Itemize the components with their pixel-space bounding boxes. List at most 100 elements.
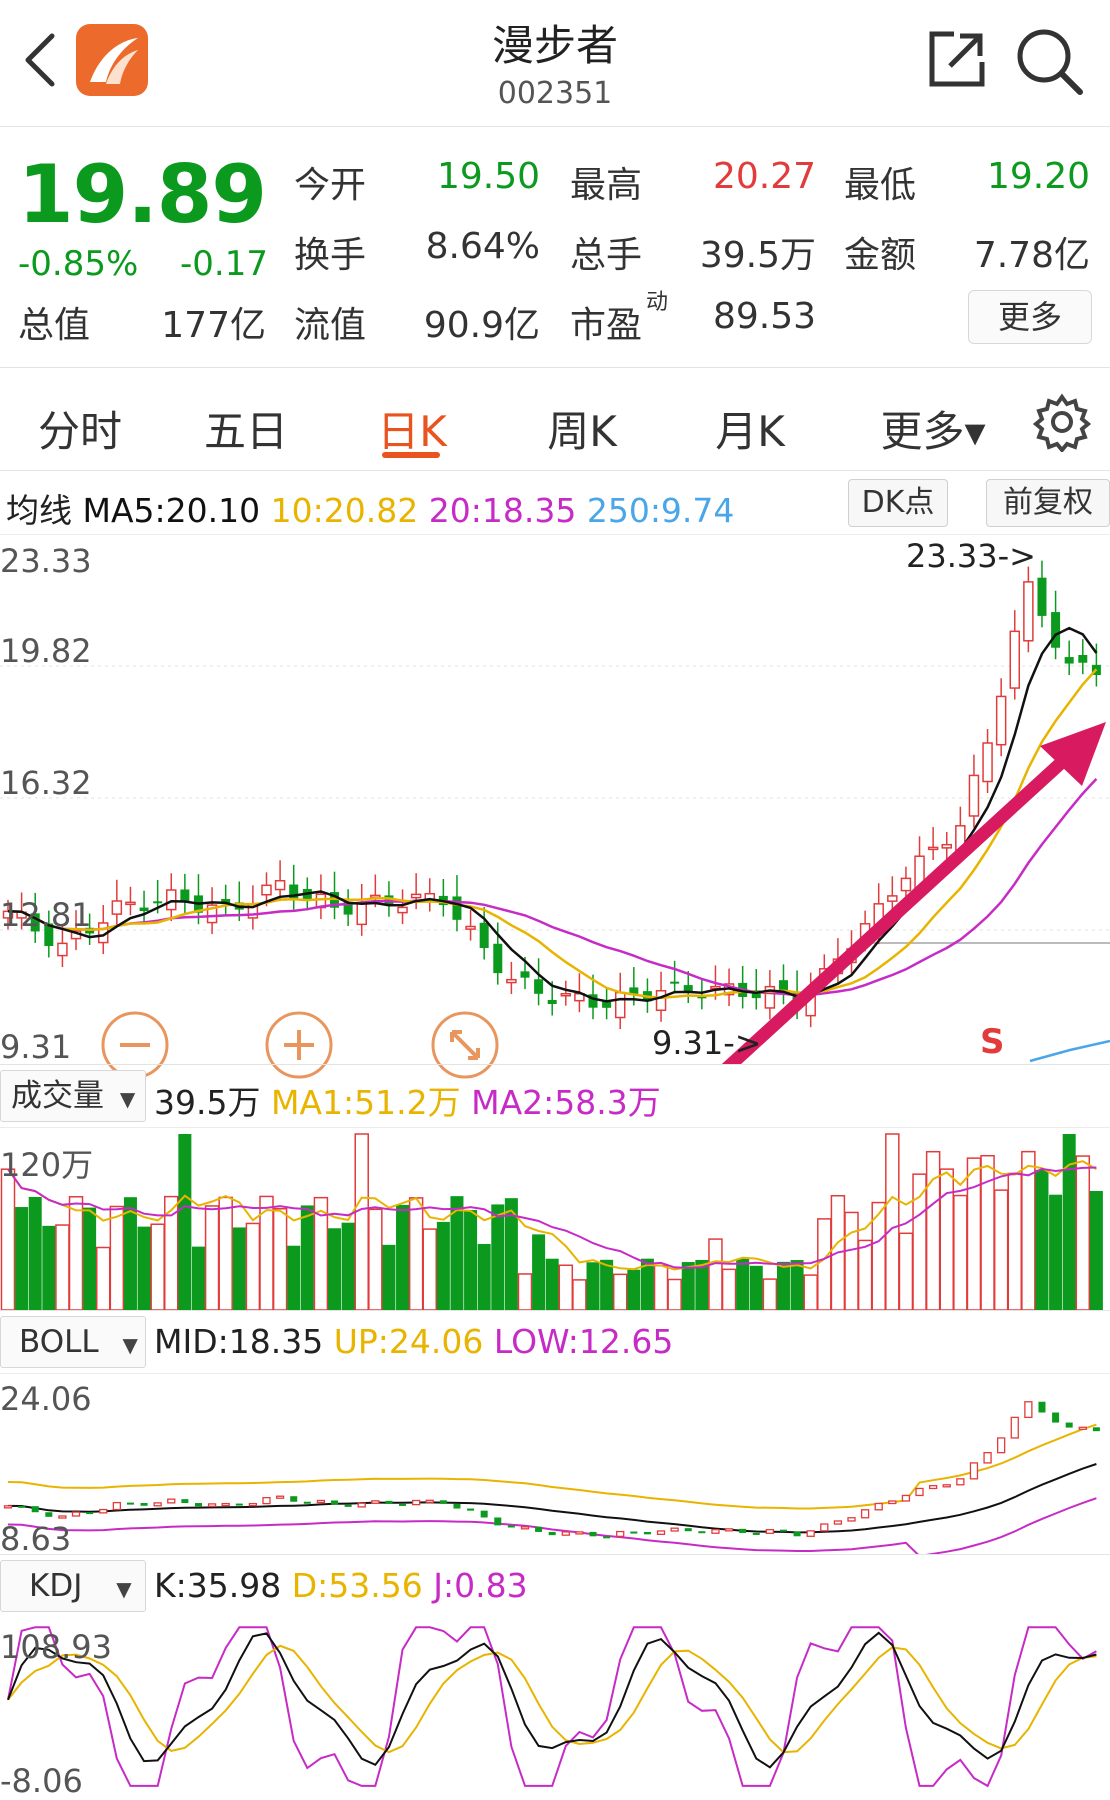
expand-icon[interactable] [430,1010,500,1080]
candle-body [1051,612,1061,648]
boll-candle [603,1536,611,1539]
boll-candle [399,1503,407,1506]
pe-superscript: 动 [646,290,669,315]
candle-body [356,902,367,926]
candle-body [30,913,40,932]
kline-chart[interactable] [0,536,1110,1064]
tab-weekly-k[interactable]: 周K [547,407,617,456]
volume-indicator-select[interactable]: 成交量 ▼ [0,1070,146,1122]
candle-body [180,889,190,903]
boll-candle [888,1500,897,1505]
volume-bar [532,1234,546,1310]
k-axis-4: 12.81 [0,896,92,934]
ma-legend: 均线 MA5:20.10 10:20.82 20:18.35 250:9.74 [6,484,734,532]
kdj-j: J:0.83 [433,1566,528,1605]
volume-bar [1049,1194,1063,1310]
turnover-label: 换手 [294,235,367,276]
volume-bar [545,1258,559,1310]
candle-body [764,985,776,1009]
volume-value: 39.5万 [699,235,816,276]
candle-body [534,979,544,994]
volume-bar [898,1232,914,1310]
volume-bar [1089,1190,1103,1310]
candle-body [670,981,680,984]
boll-candle [535,1526,543,1532]
volume-bar [382,1244,396,1310]
adjust-button[interactable]: 前复权 [986,479,1110,527]
volume-bar [28,1196,42,1310]
boll-candle [942,1484,951,1488]
volume-bar [790,1260,804,1310]
volume-bar [368,1208,383,1310]
boll-indicator-select[interactable]: BOLL ▼ [0,1316,146,1368]
gear-icon[interactable] [1032,392,1092,452]
volume-bar [844,1211,859,1310]
kdj-k: K:35.98 [154,1566,282,1605]
volume-bar [436,1221,450,1310]
volume-bar [653,1264,669,1310]
volume-bar [178,1134,192,1310]
volume-bar [776,1261,790,1310]
boll-legend: MID:18.35 UP:24.06 LOW:12.65 [154,1322,673,1361]
candle-body [547,999,557,1005]
volume-bar [42,1225,56,1310]
more-quote-button[interactable]: 更多 [968,290,1092,344]
boll-candle [724,1528,734,1532]
zoom-in-icon[interactable] [264,1010,334,1080]
dk-point-button[interactable]: DK点 [848,479,948,527]
k-axis-min: 9.31 [0,1028,72,1066]
kdj-legend: K:35.98 D:53.56 J:0.83 [154,1566,528,1605]
search-icon[interactable] [1014,26,1084,96]
open-label: 今开 [294,165,367,206]
volume-bar [204,1205,220,1310]
boll-candle [1092,1427,1100,1432]
ma-label: 均线 [6,491,72,530]
boll-candle [739,1528,747,1533]
candle-body [111,900,123,915]
boll-candle [86,1512,94,1515]
candle-body [588,994,598,1008]
candle-body [465,925,476,930]
boll-candle [670,1527,679,1532]
low-label: 最低 [844,165,917,206]
boll-candle [820,1523,829,1532]
boll-candle [411,1499,421,1506]
volume-bar [245,1222,261,1310]
volume-bar [586,1262,600,1310]
float-cap-value: 90.9亿 [423,305,540,346]
candle-body [697,996,707,999]
boll-candle [630,1531,638,1534]
active-tab-indicator [382,452,440,458]
boll-candle [235,1503,243,1506]
market-cap-value: 177亿 [161,305,266,346]
boll-candle [275,1495,285,1499]
back-icon[interactable] [18,30,62,90]
boll-low: LOW:12.65 [493,1322,674,1361]
kdj-indicator-select[interactable]: KDJ ▼ [0,1560,146,1612]
volume-bar [612,1273,628,1310]
tab-daily-k[interactable]: 日K [377,407,447,456]
kdj-axis-min: -8.06 [0,1762,83,1800]
kdj-chart [7,1626,1097,1788]
candle-body [683,985,693,992]
amount-value: 7.78亿 [973,235,1090,276]
volume-bar [109,1205,125,1310]
tab-more[interactable]: 更多▾ [880,407,986,456]
boll-candle [711,1529,720,1534]
share-icon[interactable] [926,28,988,90]
pe-value: 89.53 [712,296,816,337]
boll-candle [140,1503,148,1506]
volume-bar [150,1223,165,1310]
volume-bar [640,1258,654,1310]
tab-intraday[interactable]: 分时 [37,407,122,456]
volume-bar [912,1173,927,1310]
tab-five-day[interactable]: 五日 [203,407,288,456]
volume-bar [287,1245,301,1310]
candle-body [1009,630,1021,689]
volume-bar [939,1168,954,1310]
tab-monthly-k[interactable]: 月K [715,407,785,456]
boll-candle [453,1503,461,1509]
candle-body [206,904,218,924]
high-price-marker: 23.33-> [906,537,1036,575]
boll-chart [3,1401,1100,1554]
